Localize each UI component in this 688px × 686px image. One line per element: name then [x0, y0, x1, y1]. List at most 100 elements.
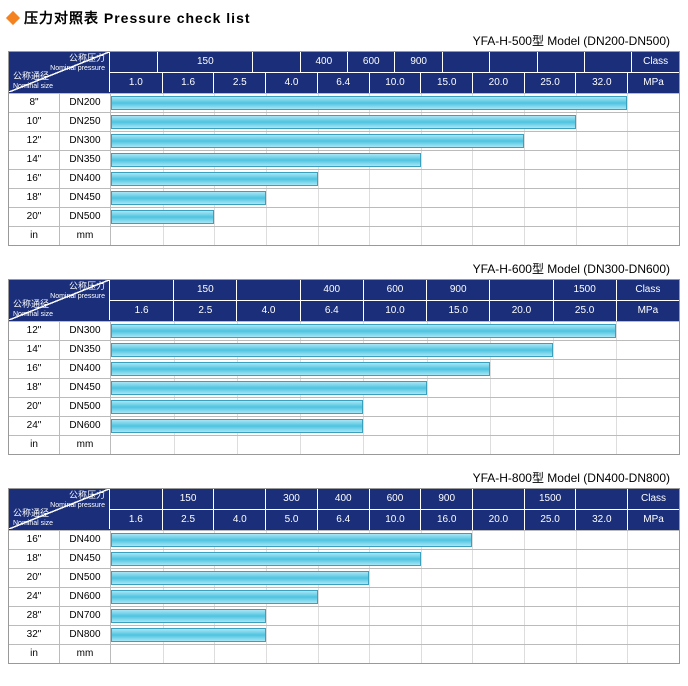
- mpa-header-cell: 2.5: [162, 510, 214, 530]
- class-header-cell: Class: [631, 52, 678, 72]
- pressure-bar: [111, 191, 266, 205]
- pressure-bar: [111, 96, 627, 110]
- mpa-header-cell: 20.0: [472, 73, 524, 93]
- unit-row: inmm: [9, 644, 679, 663]
- mpa-header-cell: 10.0: [363, 301, 426, 321]
- bar-area: [111, 417, 679, 435]
- class-header-cell: [489, 280, 552, 300]
- bar-area: [111, 398, 679, 416]
- size-row: 20"DN500: [9, 568, 679, 587]
- size-in: 12": [9, 322, 60, 340]
- mpa-header-cell: 2.5: [213, 73, 265, 93]
- mpa-header-cell: 1.6: [162, 73, 214, 93]
- mpa-header-cell: 6.4: [317, 510, 369, 530]
- class-header-cell: 900: [426, 280, 489, 300]
- pressure-bar: [111, 628, 266, 642]
- mpa-header-cell: 4.0: [213, 510, 265, 530]
- pressure-bar: [111, 210, 214, 224]
- size-mm: DN200: [60, 94, 111, 112]
- class-header-cell: [442, 52, 489, 72]
- bar-area: [111, 360, 679, 378]
- class-header-cell: 1500: [553, 280, 616, 300]
- size-row: 16"DN400: [9, 169, 679, 188]
- unit-in: in: [9, 645, 60, 663]
- pressure-chart: 公称压力Nominal pressure公称通径Nominal size 150 3…: [8, 488, 680, 664]
- size-in: 16": [9, 170, 60, 188]
- size-mm: DN350: [60, 151, 111, 169]
- class-header-cell: 900: [420, 489, 472, 509]
- size-row: 16"DN400: [9, 359, 679, 378]
- model-label: YFA-H-500型 Model (DN200-DN500): [8, 32, 670, 49]
- size-mm: DN450: [60, 379, 111, 397]
- size-row: 20"DN500: [9, 397, 679, 416]
- size-mm: DN800: [60, 626, 111, 644]
- bar-area: [111, 94, 679, 112]
- pressure-bar: [111, 533, 472, 547]
- mpa-header-cell: 25.0: [524, 510, 576, 530]
- size-mm: DN500: [60, 208, 111, 226]
- mpa-header-cell: 20.0: [472, 510, 524, 530]
- class-header-cell: 150: [162, 489, 214, 509]
- pressure-bar: [111, 362, 490, 376]
- size-row: 32"DN800: [9, 625, 679, 644]
- unit-in: in: [9, 227, 60, 245]
- model-label: YFA-H-800型 Model (DN400-DN800): [8, 469, 670, 486]
- class-header-cell: 600: [363, 280, 426, 300]
- mpa-header-cell: 32.0: [575, 73, 627, 93]
- nominal-pressure-label: 公称压力Nominal pressure: [50, 491, 105, 509]
- header-corner: 公称压力Nominal pressure公称通径Nominal size: [9, 52, 110, 92]
- size-in: 32": [9, 626, 60, 644]
- header-corner: 公称压力Nominal pressure公称通径Nominal size: [9, 280, 110, 320]
- pressure-bar: [111, 400, 363, 414]
- size-in: 10": [9, 113, 60, 131]
- mpa-header-cell: 32.0: [575, 510, 627, 530]
- size-mm: DN300: [60, 132, 111, 150]
- size-row: 24"DN600: [9, 587, 679, 606]
- size-in: 20": [9, 569, 60, 587]
- class-header-cell: 600: [369, 489, 421, 509]
- mpa-header-cell: 5.0: [265, 510, 317, 530]
- size-in: 24": [9, 588, 60, 606]
- size-mm: DN500: [60, 569, 111, 587]
- mpa-header-cell: 15.0: [420, 73, 472, 93]
- size-in: 8": [9, 94, 60, 112]
- pressure-chart: 公称压力Nominal pressure公称通径Nominal size1504…: [8, 279, 680, 455]
- size-row: 18"DN450: [9, 549, 679, 568]
- size-in: 24": [9, 417, 60, 435]
- nominal-pressure-label: 公称压力Nominal pressure: [50, 54, 105, 72]
- nominal-size-label: 公称通径Nominal size: [13, 300, 53, 318]
- size-in: 18": [9, 379, 60, 397]
- pressure-bar: [111, 115, 576, 129]
- size-in: 14": [9, 341, 60, 359]
- size-in: 12": [9, 132, 60, 150]
- size-row: 28"DN700: [9, 606, 679, 625]
- mpa-header-cell: MPa: [627, 73, 679, 93]
- pressure-bar: [111, 419, 363, 433]
- class-header-cell: 400: [300, 280, 363, 300]
- class-header-cell: [489, 52, 536, 72]
- size-row: 24"DN600: [9, 416, 679, 435]
- class-header-cell: 150: [157, 52, 252, 72]
- mpa-header-cell: MPa: [627, 510, 679, 530]
- pressure-bar: [111, 343, 553, 357]
- size-row: 10"DN250: [9, 112, 679, 131]
- mpa-header-cell: 4.0: [236, 301, 299, 321]
- size-mm: DN600: [60, 417, 111, 435]
- class-header-cell: [472, 489, 524, 509]
- mpa-header-cell: 1.6: [110, 510, 162, 530]
- class-header-cell: [252, 52, 299, 72]
- mpa-header-cell: 6.4: [317, 73, 369, 93]
- size-mm: DN700: [60, 607, 111, 625]
- bar-area: [111, 208, 679, 226]
- class-header-cell: [110, 489, 162, 509]
- class-header-cell: [110, 280, 173, 300]
- class-header-cell: [236, 280, 299, 300]
- class-header-cell: [110, 52, 157, 72]
- bar-area: [111, 588, 679, 606]
- size-in: 18": [9, 550, 60, 568]
- header-corner: 公称压力Nominal pressure公称通径Nominal size: [9, 489, 110, 529]
- class-header-cell: [584, 52, 631, 72]
- class-header-cell: [575, 489, 627, 509]
- class-header-cell: 1500: [524, 489, 576, 509]
- size-row: 14"DN350: [9, 150, 679, 169]
